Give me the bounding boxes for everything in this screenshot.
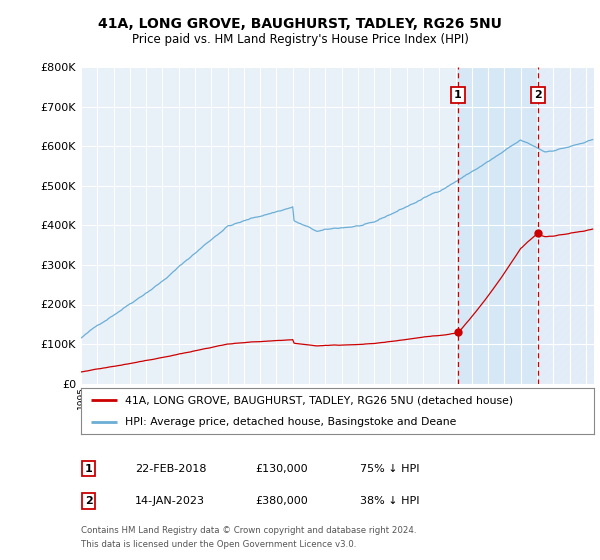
Text: This data is licensed under the Open Government Licence v3.0.: This data is licensed under the Open Gov… (81, 540, 356, 549)
Text: £130,000: £130,000 (255, 464, 308, 474)
Text: 1: 1 (454, 90, 461, 100)
Text: 41A, LONG GROVE, BAUGHURST, TADLEY, RG26 5NU: 41A, LONG GROVE, BAUGHURST, TADLEY, RG26… (98, 16, 502, 30)
Text: Contains HM Land Registry data © Crown copyright and database right 2024.: Contains HM Land Registry data © Crown c… (81, 526, 416, 535)
Text: 41A, LONG GROVE, BAUGHURST, TADLEY, RG26 5NU (detached house): 41A, LONG GROVE, BAUGHURST, TADLEY, RG26… (125, 395, 513, 405)
Bar (458, 67, 538, 384)
Text: 22-FEB-2018: 22-FEB-2018 (135, 464, 206, 474)
Text: Price paid vs. HM Land Registry's House Price Index (HPI): Price paid vs. HM Land Registry's House … (131, 32, 469, 46)
Text: 75% ↓ HPI: 75% ↓ HPI (360, 464, 419, 474)
Text: £380,000: £380,000 (255, 496, 308, 506)
Text: 2: 2 (534, 90, 542, 100)
Text: HPI: Average price, detached house, Basingstoke and Deane: HPI: Average price, detached house, Basi… (125, 417, 456, 427)
Text: 2: 2 (85, 496, 92, 506)
Text: 14-JAN-2023: 14-JAN-2023 (135, 496, 205, 506)
Bar (538, 67, 594, 384)
Text: 1: 1 (85, 464, 92, 474)
Text: 38% ↓ HPI: 38% ↓ HPI (360, 496, 419, 506)
